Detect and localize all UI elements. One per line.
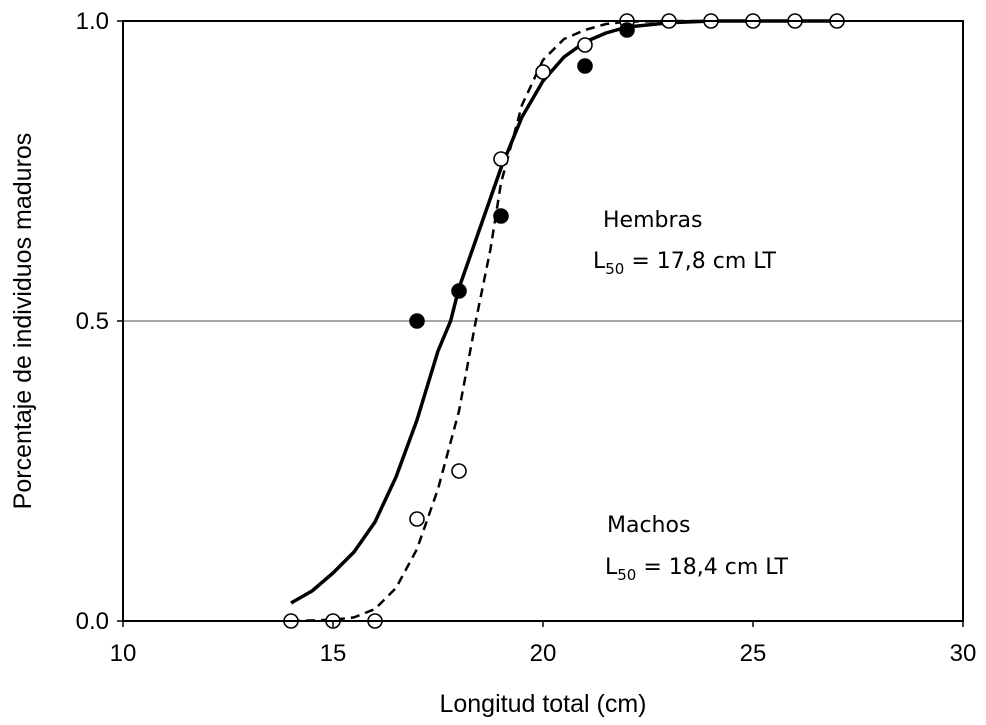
solid-curve — [290, 19, 837, 605]
y-tick-label: 1.0 — [76, 8, 109, 35]
x-tick-label: 20 — [530, 640, 557, 667]
open-point — [493, 151, 509, 167]
open-point — [577, 37, 593, 53]
x-tick-label: 25 — [740, 640, 767, 667]
dashed-curve — [290, 19, 837, 623]
filled-point — [451, 283, 467, 299]
x-tick-label: 30 — [950, 640, 977, 667]
annotation-machos: Machos L50 = 18,4 cm LT — [605, 513, 789, 584]
open-point — [451, 463, 467, 479]
y-axis-title: Porcentaje de individuos maduros — [9, 133, 37, 510]
filled-point — [493, 208, 509, 224]
annotation-hembras: Hembras L50 = 17,8 cm LT — [593, 208, 777, 278]
x-tick-label: 10 — [110, 640, 137, 667]
x-tick-labels: 10 15 20 25 30 — [110, 621, 977, 667]
y-tick-label: 0.0 — [76, 608, 109, 635]
annotation-hembras-label: Hembras — [603, 208, 702, 233]
y-tick-labels: 0.0 0.5 1.0 — [76, 8, 123, 635]
open-point — [535, 64, 551, 80]
annotation-machos-label: Machos — [607, 513, 690, 538]
filled-point — [577, 58, 593, 74]
y-tick-label: 0.5 — [76, 308, 109, 335]
filled-point — [619, 22, 635, 38]
open-point — [409, 511, 425, 527]
x-axis-title: Longitud total (cm) — [439, 690, 646, 718]
filled-point — [409, 313, 425, 329]
annotation-machos-l50: L50 = 18,4 cm LT — [605, 555, 789, 584]
x-tick-label: 15 — [320, 640, 347, 667]
annotation-hembras-l50: L50 = 17,8 cm LT — [593, 249, 777, 278]
